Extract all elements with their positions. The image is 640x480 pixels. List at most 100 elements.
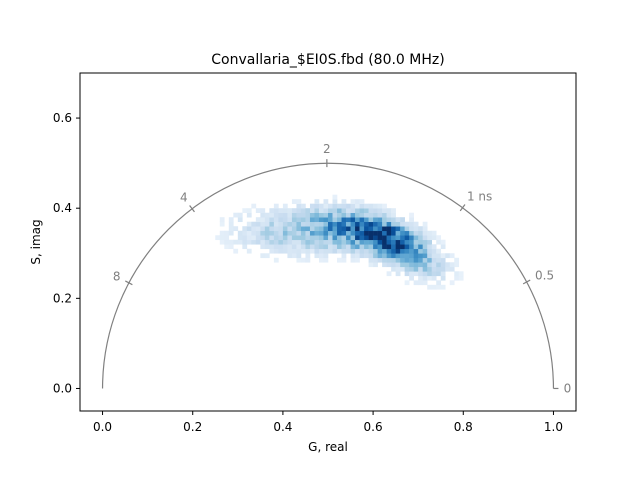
phasor-histogram — [215, 194, 464, 290]
histogram-bin — [350, 208, 356, 214]
histogram-bin — [278, 208, 284, 214]
histogram-bin — [355, 248, 360, 254]
histogram-bin — [228, 230, 234, 236]
histogram-bin — [278, 230, 284, 236]
lifetime-tick — [459, 204, 466, 212]
histogram-bin — [382, 235, 387, 241]
histogram-bin — [409, 226, 414, 232]
histogram-bin — [337, 203, 342, 209]
histogram-bin — [413, 235, 419, 241]
histogram-bin — [296, 257, 302, 263]
histogram-bin — [436, 257, 442, 263]
histogram-bin — [377, 203, 383, 209]
histogram-bin — [395, 253, 401, 259]
histogram-bin — [454, 257, 460, 263]
histogram-bin — [346, 208, 351, 214]
histogram-bin — [413, 262, 419, 268]
histogram-bin — [355, 212, 360, 218]
histogram-bin — [332, 212, 338, 218]
histogram-bin — [409, 253, 414, 259]
histogram-bin — [291, 239, 297, 245]
histogram-bin — [368, 235, 374, 241]
histogram-bin — [436, 280, 442, 286]
histogram-bin — [400, 262, 405, 268]
histogram-bin — [282, 217, 288, 223]
histogram-bin — [449, 253, 455, 259]
histogram-bin — [409, 257, 414, 263]
histogram-bin — [355, 226, 360, 232]
histogram-bin — [224, 244, 230, 250]
histogram-bin — [422, 235, 428, 241]
histogram-bin — [395, 244, 401, 250]
histogram-bin — [314, 217, 320, 223]
histogram-bin — [224, 235, 230, 241]
histogram-bin — [364, 235, 369, 241]
histogram-bin — [395, 235, 401, 241]
histogram-bin — [224, 239, 230, 245]
histogram-bin — [314, 203, 320, 209]
histogram-bin — [323, 257, 329, 263]
histogram-bin — [395, 262, 401, 268]
histogram-bin — [431, 271, 437, 277]
histogram-bin — [242, 244, 248, 250]
histogram-bin — [287, 217, 293, 223]
histogram-bin — [291, 221, 297, 227]
histogram-bin — [359, 212, 365, 218]
histogram-bin — [400, 217, 405, 223]
histogram-bin — [318, 235, 324, 241]
histogram-bin — [413, 271, 419, 277]
histogram-bin — [418, 275, 423, 281]
histogram-bin — [318, 248, 324, 254]
histogram-bin — [440, 275, 446, 281]
histogram-bin — [350, 212, 356, 218]
histogram-bin — [413, 257, 419, 263]
histogram-bin — [364, 230, 369, 236]
histogram-bin — [413, 221, 419, 227]
histogram-bin — [296, 212, 302, 218]
histogram-bin — [291, 217, 297, 223]
histogram-bin — [395, 226, 401, 232]
histogram-bin — [440, 239, 446, 245]
histogram-bin — [305, 217, 311, 223]
histogram-bin — [328, 208, 333, 214]
x-tick-label: 0.6 — [364, 420, 383, 434]
histogram-bin — [431, 253, 437, 259]
histogram-bin — [364, 208, 369, 214]
histogram-bin — [404, 221, 410, 227]
histogram-bin — [382, 262, 387, 268]
histogram-bin — [328, 203, 333, 209]
histogram-bin — [314, 235, 320, 241]
histogram-bin — [404, 266, 410, 272]
histogram-bin — [436, 271, 442, 277]
histogram-bin — [418, 239, 423, 245]
histogram-bin — [346, 248, 351, 254]
histogram-bin — [386, 253, 392, 259]
histogram-bin — [449, 280, 455, 286]
histogram-bin — [458, 275, 464, 281]
histogram-bin — [255, 208, 261, 214]
histogram-bin — [291, 244, 297, 250]
histogram-bin — [305, 248, 311, 254]
histogram-bin — [264, 212, 270, 218]
histogram-bin — [368, 221, 374, 227]
histogram-bin — [359, 235, 365, 241]
histogram-bin — [337, 244, 342, 250]
x-axis-label: G, real — [308, 440, 348, 454]
histogram-bin — [386, 230, 392, 236]
histogram-bin — [287, 226, 293, 232]
histogram-bin — [314, 226, 320, 232]
histogram-bin — [391, 212, 396, 218]
histogram-bin — [382, 212, 387, 218]
histogram-bin — [251, 230, 257, 236]
histogram-bin — [427, 253, 433, 259]
histogram-bin — [427, 271, 433, 277]
histogram-bin — [422, 280, 428, 286]
histogram-bin — [309, 244, 315, 250]
histogram-bin — [409, 275, 414, 281]
histogram-bin — [341, 226, 347, 232]
histogram-bin — [373, 208, 378, 214]
histogram-bin — [264, 244, 270, 250]
histogram-bin — [373, 239, 378, 245]
histogram-bin — [269, 217, 275, 223]
